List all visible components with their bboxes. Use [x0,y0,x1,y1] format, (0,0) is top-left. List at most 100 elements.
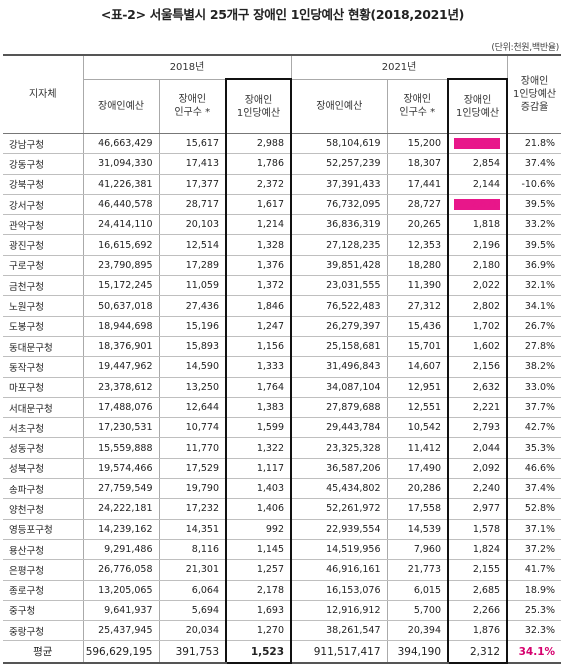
cell-budget-2018: 46,440,578 [82,194,159,216]
cell-budget-2018: 9,291,486 [82,539,159,561]
cell-budget-2018: 50,637,018 [82,295,159,317]
cell-budget-2018: 23,378,612 [82,377,159,398]
cell-district: 종로구청 [3,580,83,601]
total-per-2018: 1,523 [224,640,293,664]
cell-budget-2018: 14,239,162 [82,519,159,540]
cell-per-2018: 1,764 [224,377,293,398]
cell-per-2018: 1,247 [224,316,293,337]
cell-budget-2018: 17,230,531 [82,417,159,439]
cell-budget-2021: 27,128,235 [290,234,388,256]
cell-pop-2018: 10,774 [158,417,226,439]
cell-budget-2021: 29,443,784 [290,417,388,439]
cell-budget-2021: 45,434,802 [290,478,388,500]
cell-rate: 18.9% [506,580,562,601]
cell-per-2018: 1,322 [224,437,293,459]
table-row: 강동구청 31,094,330 17,413 1,786 52,257,239 18,30… [3,153,562,175]
cell-per-2018: 1,117 [224,458,293,480]
header-budget-2021: 장애인예산 [290,79,388,134]
cell-per-2021: 2,977 [447,498,509,520]
cell-rate: 39.5% [506,234,562,256]
cell-district: 도봉구청 [3,316,83,337]
cell-per-2018: 1,599 [224,417,293,439]
cell-per-2018: 1,257 [224,559,293,581]
cell-budget-2021: 14,519,956 [290,539,388,561]
cell-pop-2021: 15,701 [386,336,449,358]
cell-per-2021: 1,824 [447,539,509,561]
table-row: 양천구청 24,222,181 17,232 1,406 52,261,972 17,55… [3,498,562,520]
cell-budget-2018: 46,663,429 [82,133,159,155]
cell-district: 중구청 [3,600,83,622]
header-year-2021: 2021년 [290,54,508,80]
cell-rate: 39.5% [506,194,562,216]
cell-budget-2021: 23,031,555 [290,275,388,297]
cell-district: 은평구청 [3,559,83,581]
header-year-2018: 2018년 [82,54,292,80]
cell-pop-2018: 17,232 [158,498,226,520]
cell-rate: 34.1% [506,295,562,317]
cell-pop-2021: 17,490 [386,458,449,480]
cell-per-2021: 1,702 [447,316,509,337]
cell-budget-2018: 15,559,888 [82,437,159,459]
cell-budget-2021: 36,836,319 [290,214,388,236]
header-per-2018: 장애인 1인당예산 [224,78,293,134]
cell-rate: 21.8% [506,133,562,155]
cell-per-2018: 1,383 [224,397,293,419]
cell-district: 중랑구청 [3,620,83,642]
table-row: 동작구청 19,447,962 14,590 1,333 31,496,843 14,60… [3,356,562,378]
cell-budget-2018: 9,641,937 [82,600,159,622]
cell-budget-2021: 16,153,076 [290,580,388,601]
cell-budget-2021: 31,496,843 [290,356,388,378]
cell-pop-2018: 11,770 [158,437,226,459]
table-row: 종로구청 13,205,065 6,064 2,178 16,153,076 6,015 2… [3,580,562,601]
table-row: 은평구청 26,776,058 21,301 1,257 46,916,161 21,77… [3,559,562,581]
table-row: 동대문구청 18,376,901 15,893 1,156 25,158,681 15,7… [3,336,562,358]
cell-pop-2018: 11,059 [158,275,226,297]
table-row: 노원구청 50,637,018 27,436 1,846 76,522,483 27,31… [3,295,562,317]
cell-per-2018: 1,156 [224,336,293,358]
cell-rate: -10.6% [506,174,562,195]
table-row: 광진구청 16,615,692 12,514 1,328 27,128,235 12,35… [3,234,562,256]
cell-rate: 37.7% [506,397,562,419]
cell-per-2021: 2,240 [447,478,509,500]
cell-per-2021: 2,092 [447,458,509,480]
cell-pop-2021: 6,015 [386,580,449,601]
header-rate: 장애인 1인당예산 증감율 [506,54,562,134]
cell-pop-2018: 17,377 [158,174,226,195]
table-row: 용산구청 9,291,486 8,116 1,145 14,519,956 7,960 1,… [3,539,562,561]
cell-district: 금천구청 [3,275,83,297]
cell-budget-2021: 36,587,206 [290,458,388,480]
cell-per-2018: 1,145 [224,539,293,561]
cell-rate: 38.2% [506,356,562,378]
cell-per-2018: 1,403 [224,478,293,500]
cell-district: 양천구청 [3,498,83,520]
cell-rate: 52.8% [506,498,562,520]
cell-per-2021: 3,823 [447,133,509,155]
table-row: 중랑구청 25,437,945 20,034 1,270 38,261,547 20,39… [3,620,562,642]
cell-budget-2021: 27,879,688 [290,397,388,419]
cell-pop-2018: 17,529 [158,458,226,480]
cell-budget-2018: 23,790,895 [82,255,159,277]
highlight-mark: 2,671 [454,199,501,211]
cell-pop-2021: 14,607 [386,356,449,378]
cell-rate: 37.1% [506,519,562,540]
cell-pop-2018: 20,034 [158,620,226,642]
cell-district: 마포구청 [3,377,83,398]
total-budget-2021: 911,517,417 [290,640,388,664]
cell-budget-2021: 34,087,104 [290,377,388,398]
cell-budget-2021: 37,391,433 [290,174,388,195]
cell-per-2021: 2,180 [447,255,509,277]
total-row: 평균 596,629,195 391,753 1,523 911,517,417… [3,640,562,664]
total-pop-2018: 391,753 [158,640,226,664]
cell-budget-2021: 39,851,428 [290,255,388,277]
cell-pop-2021: 18,307 [386,153,449,175]
cell-budget-2018: 16,615,692 [82,234,159,256]
cell-budget-2018: 18,376,901 [82,336,159,358]
cell-budget-2018: 25,437,945 [82,620,159,642]
cell-per-2021: 2,156 [447,356,509,378]
cell-per-2021: 2,221 [447,397,509,419]
cell-pop-2021: 12,951 [386,377,449,398]
cell-rate: 32.3% [506,620,562,642]
cell-per-2021: 2,671 [447,194,509,216]
cell-pop-2021: 21,773 [386,559,449,581]
cell-per-2021: 1,602 [447,336,509,358]
